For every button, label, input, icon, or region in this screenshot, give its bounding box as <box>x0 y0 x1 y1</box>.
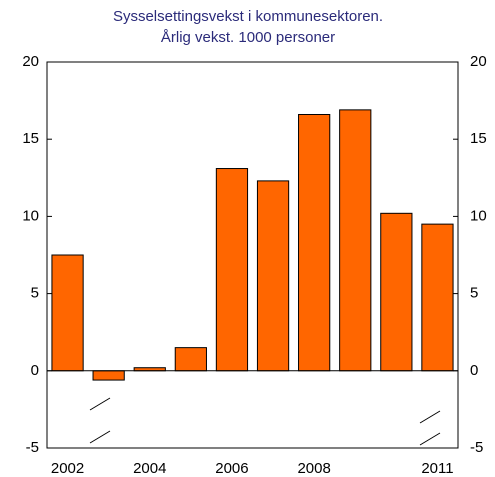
y-tick-label: 10 <box>22 207 39 224</box>
y-tick-label: 15 <box>22 130 39 147</box>
y2-tick-label: 15 <box>470 130 487 147</box>
y-tick-label: -5 <box>26 439 39 456</box>
bar <box>215 168 249 372</box>
bar <box>51 254 84 372</box>
y2-tick-label: 20 <box>470 53 487 70</box>
bar <box>256 180 290 372</box>
axis-break <box>89 430 111 444</box>
plot-frame <box>46 61 459 449</box>
axis-break <box>419 410 441 424</box>
x-tick-label: 2006 <box>215 460 248 477</box>
bar <box>174 347 207 372</box>
bar <box>298 113 331 372</box>
x-tick-label: 2002 <box>51 460 84 477</box>
bar <box>92 370 125 381</box>
y2-tick-label: 5 <box>470 285 478 302</box>
axis-break <box>89 397 111 411</box>
x-tick-label: 2011 <box>421 460 453 477</box>
x-tick-label: 2008 <box>297 460 330 477</box>
y2-tick-label: 0 <box>470 362 478 379</box>
y2-tick-label: 10 <box>470 207 487 224</box>
chart-title: Sysselsettingsvekst i kommunesektoren. <box>113 8 383 25</box>
bar <box>380 212 413 372</box>
y2-tick-label: -5 <box>470 439 483 456</box>
x-tick-label: 2004 <box>133 460 166 477</box>
bar <box>339 109 372 372</box>
bar <box>421 223 454 372</box>
y-tick-label: 20 <box>22 53 39 70</box>
y-tick-label: 0 <box>31 362 39 379</box>
chart-title: Årlig vekst. 1000 personer <box>161 29 335 46</box>
y-tick-label: 5 <box>31 285 39 302</box>
axis-break <box>419 432 441 446</box>
